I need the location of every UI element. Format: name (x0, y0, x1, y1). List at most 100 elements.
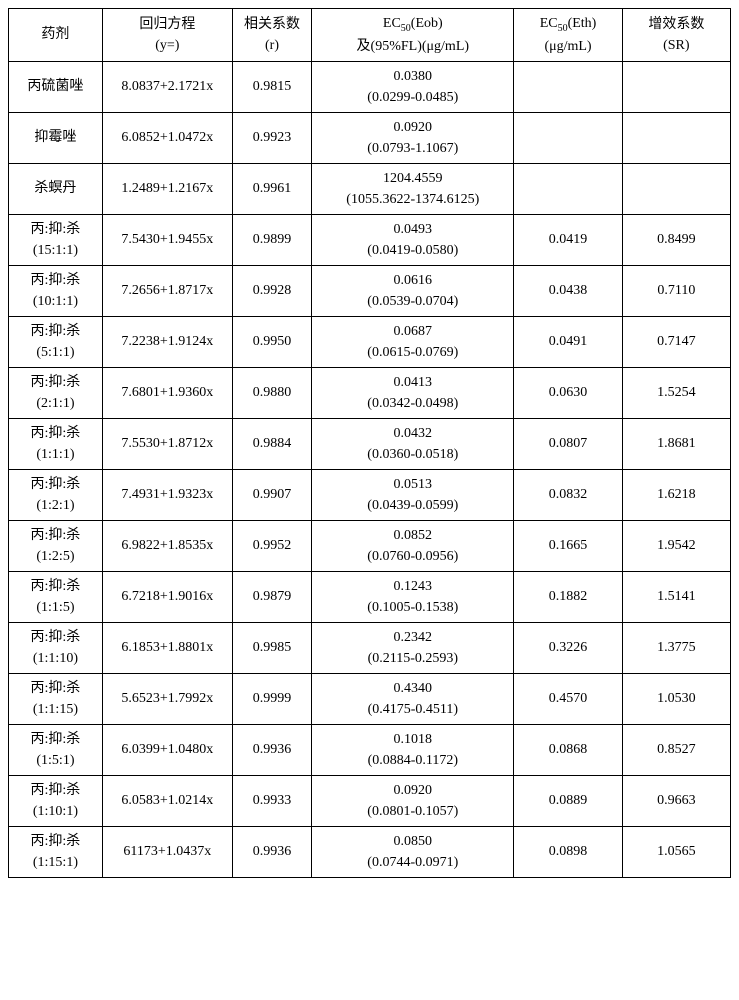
header-ec50eth-line2: (μg/mL) (516, 36, 619, 57)
cell-ec50eob-ci: (0.0439-0.0599) (314, 495, 511, 516)
header-ec50eth: EC50(Eth) (μg/mL) (514, 9, 622, 62)
table-row: 丙:抑:杀(1:1:5)6.7218+1.9016x0.98790.1243(0… (9, 571, 731, 622)
cell-ec50eob-ci: (1055.3622-1374.6125) (314, 189, 511, 210)
cell-ec50eth: 0.0832 (514, 469, 622, 520)
cell-agent: 丙:抑:杀(1:2:5) (9, 520, 103, 571)
cell-agent-line1: 丙:抑:杀 (11, 219, 100, 240)
table-row: 杀螟丹1.2489+1.2167x0.99611204.4559(1055.36… (9, 163, 731, 214)
cell-ec50eth (514, 61, 622, 112)
cell-ec50eob-ci: (0.0360-0.0518) (314, 444, 511, 465)
cell-agent-line2: (10:1:1) (11, 291, 100, 312)
cell-sr: 1.3775 (622, 622, 730, 673)
cell-ec50eob: 0.4340(0.4175-0.4511) (312, 673, 514, 724)
cell-ec50eob-val: 0.1018 (314, 729, 511, 750)
header-sr-line1: 增效系数 (625, 14, 728, 35)
cell-ec50eob: 0.0850(0.0744-0.0971) (312, 826, 514, 877)
cell-ec50eth (514, 163, 622, 214)
header-ec50eob-line2: 及(95%FL)(μg/mL) (314, 36, 511, 57)
table-row: 丙:抑:杀(1:15:1)61173+1.0437x0.99360.0850(0… (9, 826, 731, 877)
cell-agent: 丙:抑:杀(1:5:1) (9, 724, 103, 775)
cell-ec50eob-val: 0.0920 (314, 780, 511, 801)
cell-ec50eob-val: 0.0616 (314, 270, 511, 291)
table-row: 丙:抑:杀(1:1:1)7.5530+1.8712x0.98840.0432(0… (9, 418, 731, 469)
cell-agent-line2: (1:1:10) (11, 648, 100, 669)
cell-agent-line2: (1:2:5) (11, 546, 100, 567)
table-row: 丙:抑:杀(1:2:1)7.4931+1.9323x0.99070.0513(0… (9, 469, 731, 520)
header-ec50eth-line1: EC50(Eth) (516, 13, 619, 36)
cell-agent-text: 杀螟丹 (34, 181, 76, 196)
cell-ec50eth: 0.0898 (514, 826, 622, 877)
cell-agent-line2: (1:10:1) (11, 801, 100, 822)
cell-ec50eth: 0.4570 (514, 673, 622, 724)
header-sr-line2: (SR) (625, 35, 728, 56)
cell-agent: 丙:抑:杀(5:1:1) (9, 316, 103, 367)
cell-ec50eob-ci: (0.2115-0.2593) (314, 648, 511, 669)
cell-agent-line1: 丙:抑:杀 (11, 576, 100, 597)
cell-regression: 6.0399+1.0480x (102, 724, 232, 775)
cell-sr: 0.8527 (622, 724, 730, 775)
cell-ec50eth: 0.0889 (514, 775, 622, 826)
cell-agent-line1: 丙:抑:杀 (11, 729, 100, 750)
cell-regression: 7.4931+1.9323x (102, 469, 232, 520)
table-header-row: 药剂 回归方程 (y=) 相关系数 (r) EC50(Eob) 及(95%FL)… (9, 9, 731, 62)
cell-ec50eth: 0.0491 (514, 316, 622, 367)
cell-correlation: 0.9880 (232, 367, 311, 418)
cell-sr (622, 112, 730, 163)
cell-ec50eob-val: 0.0432 (314, 423, 511, 444)
cell-agent: 丙:抑:杀(1:15:1) (9, 826, 103, 877)
cell-correlation: 0.9815 (232, 61, 311, 112)
cell-ec50eob-val: 0.0852 (314, 525, 511, 546)
cell-agent-line1: 丙:抑:杀 (11, 474, 100, 495)
cell-sr (622, 163, 730, 214)
cell-sr: 0.9663 (622, 775, 730, 826)
cell-correlation: 0.9936 (232, 724, 311, 775)
cell-regression: 61173+1.0437x (102, 826, 232, 877)
cell-ec50eob-val: 0.0493 (314, 219, 511, 240)
header-regression: 回归方程 (y=) (102, 9, 232, 62)
cell-sr: 1.5141 (622, 571, 730, 622)
cell-ec50eob-val: 0.0413 (314, 372, 511, 393)
table-row: 丙:抑:杀(1:1:10)6.1853+1.8801x0.99850.2342(… (9, 622, 731, 673)
cell-ec50eob-ci: (0.4175-0.4511) (314, 699, 511, 720)
cell-ec50eob-ci: (0.0419-0.0580) (314, 240, 511, 261)
cell-ec50eth: 0.3226 (514, 622, 622, 673)
cell-ec50eob-val: 0.0380 (314, 66, 511, 87)
cell-agent: 丙:抑:杀(15:1:1) (9, 214, 103, 265)
cell-agent-line2: (1:15:1) (11, 852, 100, 873)
cell-sr: 1.8681 (622, 418, 730, 469)
cell-ec50eth: 0.0630 (514, 367, 622, 418)
cell-agent-line1: 丙:抑:杀 (11, 525, 100, 546)
cell-ec50eob-val: 0.0513 (314, 474, 511, 495)
header-correlation-line1: 相关系数 (235, 14, 309, 35)
cell-ec50eob-ci: (0.1005-0.1538) (314, 597, 511, 618)
cell-regression: 7.5430+1.9455x (102, 214, 232, 265)
cell-regression: 7.2238+1.9124x (102, 316, 232, 367)
header-regression-line1: 回归方程 (105, 14, 230, 35)
cell-ec50eth (514, 112, 622, 163)
cell-sr: 1.0565 (622, 826, 730, 877)
cell-regression: 6.0852+1.0472x (102, 112, 232, 163)
header-sr: 增效系数 (SR) (622, 9, 730, 62)
cell-ec50eob-ci: (0.0884-0.1172) (314, 750, 511, 771)
cell-sr (622, 61, 730, 112)
table-row: 丙:抑:杀(1:2:5)6.9822+1.8535x0.99520.0852(0… (9, 520, 731, 571)
cell-correlation: 0.9884 (232, 418, 311, 469)
cell-ec50eob-val: 1204.4559 (314, 168, 511, 189)
cell-ec50eth: 0.0438 (514, 265, 622, 316)
cell-sr: 1.0530 (622, 673, 730, 724)
cell-correlation: 0.9936 (232, 826, 311, 877)
cell-ec50eob-ci: (0.0793-1.1067) (314, 138, 511, 159)
cell-ec50eob-ci: (0.0744-0.0971) (314, 852, 511, 873)
cell-ec50eob: 0.0493(0.0419-0.0580) (312, 214, 514, 265)
table-row: 丙:抑:杀(10:1:1)7.2656+1.8717x0.99280.0616(… (9, 265, 731, 316)
cell-sr: 0.7110 (622, 265, 730, 316)
cell-ec50eob-ci: (0.0615-0.0769) (314, 342, 511, 363)
cell-ec50eob: 0.0432(0.0360-0.0518) (312, 418, 514, 469)
cell-agent-line1: 丙:抑:杀 (11, 423, 100, 444)
cell-correlation: 0.9933 (232, 775, 311, 826)
cell-agent: 丙:抑:杀(1:1:1) (9, 418, 103, 469)
cell-agent: 丙:抑:杀(1:1:15) (9, 673, 103, 724)
cell-ec50eob: 0.1018(0.0884-0.1172) (312, 724, 514, 775)
cell-ec50eob-ci: (0.0801-0.1057) (314, 801, 511, 822)
cell-correlation: 0.9950 (232, 316, 311, 367)
